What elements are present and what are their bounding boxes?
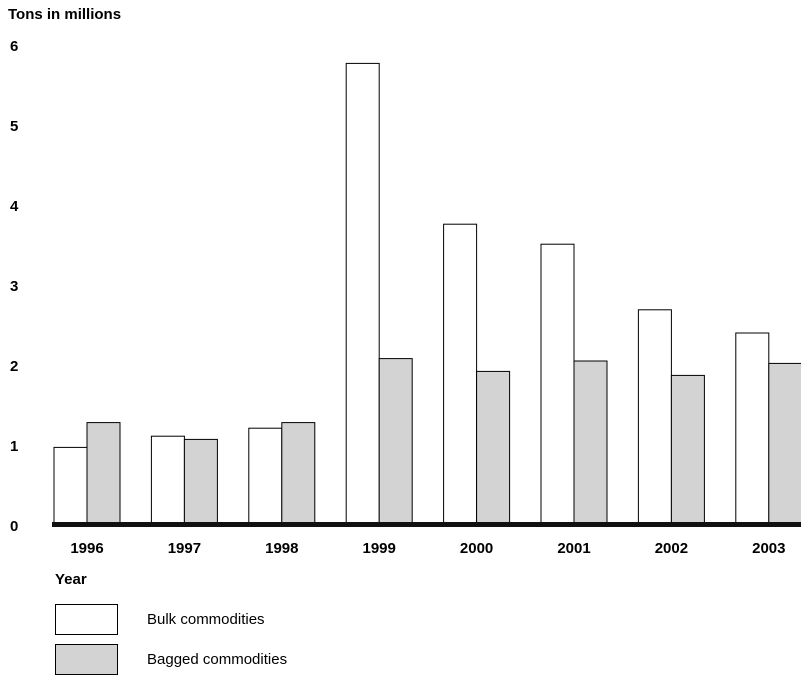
bar [281,422,316,526]
y-tick-label: 2 [10,358,18,375]
baseline [52,522,801,527]
bar [476,370,511,526]
y-tick-label: 3 [10,278,18,295]
y-axis-label: Tons in millions [8,6,121,23]
bar [540,243,575,526]
bar [345,62,380,526]
x-tick-label: 1999 [363,540,396,557]
bar [573,360,608,526]
legend-label: Bagged commodities [147,651,287,668]
bar [670,374,705,526]
legend-label: Bulk commodities [147,611,265,628]
bar [183,438,218,526]
x-tick-label: 1997 [168,540,201,557]
bar [768,362,801,526]
x-tick-label: 1996 [70,540,103,557]
x-tick-label: 2000 [460,540,493,557]
bar [637,309,672,526]
bar [53,446,88,526]
bar [150,435,185,526]
x-tick-label: 1998 [265,540,298,557]
bar [86,422,121,526]
bar [443,223,478,526]
x-tick-label: 2001 [557,540,590,557]
legend-swatch [55,604,118,635]
y-tick-label: 0 [10,518,18,535]
bar [248,427,283,526]
y-tick-label: 1 [10,438,18,455]
legend-swatch [55,644,118,675]
x-tick-label: 2003 [752,540,785,557]
x-tick-label: 2002 [655,540,688,557]
y-tick-label: 6 [10,38,18,55]
y-tick-label: 4 [10,198,19,215]
y-tick-label: 5 [10,118,18,135]
bar [378,358,413,526]
x-axis-label: Year [55,571,87,588]
bar [735,332,770,526]
